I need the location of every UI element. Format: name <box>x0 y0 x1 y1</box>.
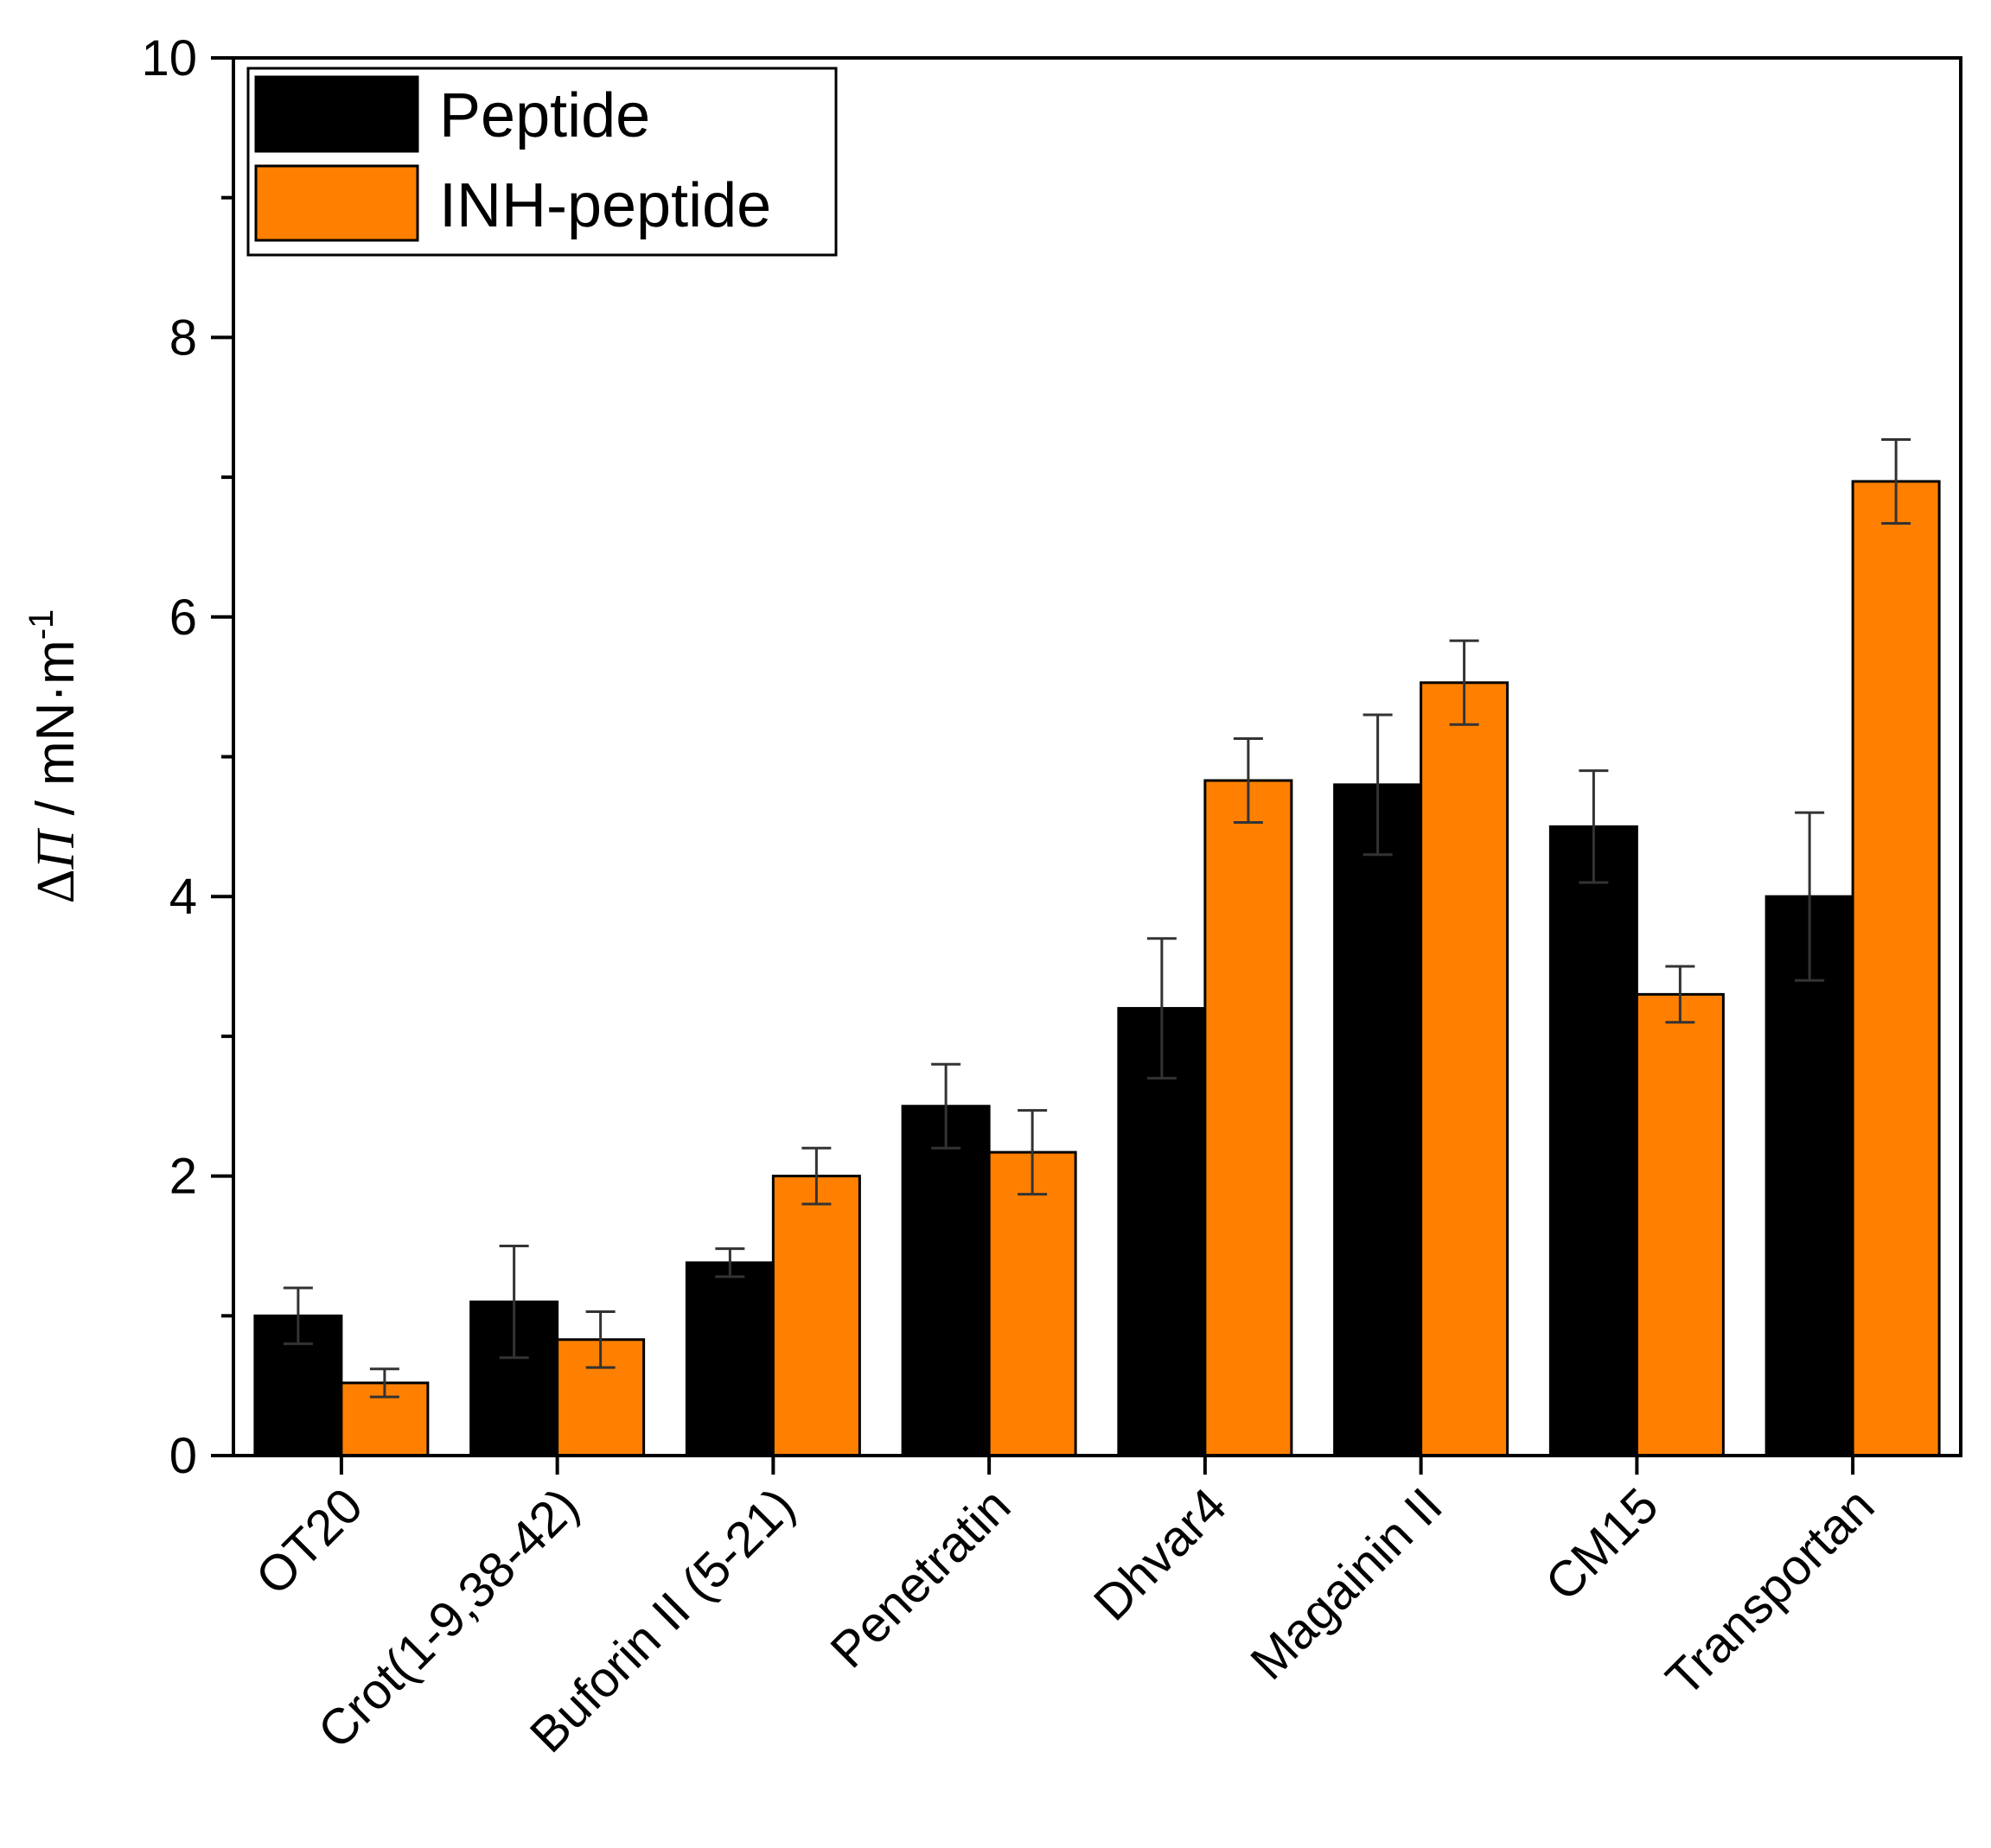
bar-inh-peptide-1 <box>556 1338 646 1457</box>
bar-inh-peptide-4 <box>1203 779 1293 1457</box>
x-tick-label-3: Penetratin <box>820 1477 1021 1679</box>
error-bar-peptide-2 <box>715 1247 745 1278</box>
legend-label-inh-peptide: INH-peptide <box>439 171 771 240</box>
legend-label-peptide: Peptide <box>439 81 650 150</box>
error-bar-inh-peptide-6 <box>1665 965 1695 1024</box>
y-axis-label: ΔΠ / mN·m-1 <box>22 609 86 904</box>
error-bar-peptide-6 <box>1579 769 1609 884</box>
bar-inh-peptide-2 <box>771 1175 861 1457</box>
x-tick-label-6: CM15 <box>1535 1477 1669 1611</box>
legend-swatch-inh-peptide <box>254 164 419 242</box>
y-tick-label-0: 0 <box>169 1428 197 1484</box>
error-bar-inh-peptide-5 <box>1449 639 1479 726</box>
error-bar-inh-peptide-7 <box>1881 437 1911 525</box>
y-tick-label-3: 6 <box>169 589 197 646</box>
y-tick-label-1: 2 <box>169 1149 197 1205</box>
y-axis-label-exponent: -1 <box>22 609 61 640</box>
error-bar-peptide-0 <box>283 1286 313 1346</box>
x-tick-label-4: Dhvar4 <box>1083 1477 1237 1631</box>
bar-peptide-2 <box>685 1261 775 1457</box>
legend-swatch-peptide <box>254 75 419 153</box>
x-tick-label-0: OT20 <box>246 1477 374 1606</box>
y-axis-label-unit: / mN·m <box>26 640 86 830</box>
error-bar-peptide-1 <box>499 1244 529 1360</box>
error-bar-peptide-7 <box>1795 811 1825 982</box>
legend: Peptide INH-peptide <box>246 67 838 257</box>
y-tick-label-5: 10 <box>141 30 197 86</box>
bar-inh-peptide-6 <box>1635 992 1725 1457</box>
y-tick-label-4: 8 <box>169 309 197 366</box>
y-axis: 0 2 4 6 8 10 <box>141 30 233 1484</box>
bar-peptide-7 <box>1764 895 1854 1457</box>
x-tick-label-5: Magainin II <box>1240 1477 1453 1691</box>
bar-peptide-3 <box>901 1105 991 1457</box>
y-axis-label-prefix: Δ <box>27 869 86 903</box>
bar-peptide-5 <box>1333 783 1423 1457</box>
bar-inh-peptide-3 <box>987 1150 1077 1457</box>
error-bar-inh-peptide-0 <box>369 1367 399 1399</box>
bar-peptide-6 <box>1548 825 1638 1457</box>
bar-inh-peptide-5 <box>1420 681 1509 1457</box>
bars-layer <box>253 480 1941 1457</box>
y-tick-label-2: 4 <box>169 869 197 925</box>
error-bar-inh-peptide-2 <box>801 1146 832 1206</box>
error-bar-inh-peptide-3 <box>1018 1109 1048 1196</box>
y-axis-label-symbol: Π <box>27 827 86 870</box>
x-tick-label-7: Transportan <box>1656 1477 1886 1707</box>
error-bar-inh-peptide-4 <box>1233 736 1263 824</box>
error-bar-peptide-5 <box>1362 713 1393 857</box>
error-bar-peptide-4 <box>1146 937 1177 1080</box>
error-bar-inh-peptide-1 <box>585 1310 616 1369</box>
bar-inh-peptide-7 <box>1851 480 1941 1457</box>
error-bars-layer <box>283 437 1911 1399</box>
error-bar-peptide-3 <box>931 1062 961 1150</box>
